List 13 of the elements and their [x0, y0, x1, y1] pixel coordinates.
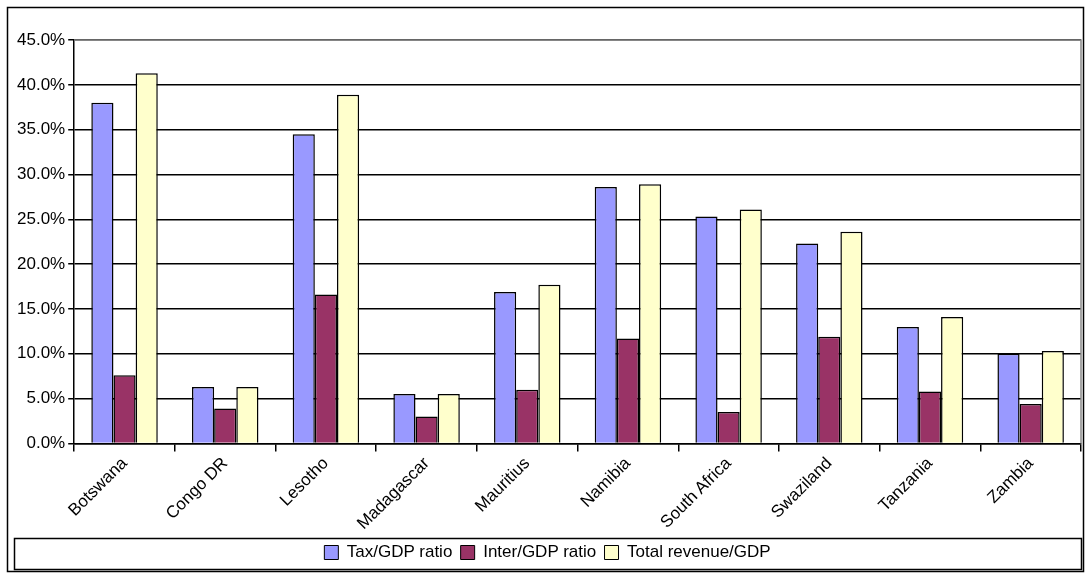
y-tick-label: 25.0%	[17, 208, 66, 228]
y-tick-label: 20.0%	[17, 253, 66, 273]
y-tick-label: 45.0%	[17, 29, 66, 49]
y-tick-label: 35.0%	[17, 119, 66, 139]
legend-label: Inter/GDP ratio	[483, 542, 597, 562]
y-tick-label: 30.0%	[17, 164, 66, 184]
y-tick-label: 15.0%	[17, 298, 66, 318]
y-tick-label: 5.0%	[26, 388, 66, 408]
y-tick-label: 10.0%	[17, 343, 66, 363]
legend-label: Total revenue/GDP	[627, 542, 771, 562]
legend-label: Tax/GDP ratio	[346, 542, 453, 562]
y-tick-label: 40.0%	[17, 74, 66, 94]
y-tick-label: 0.0%	[26, 433, 66, 453]
